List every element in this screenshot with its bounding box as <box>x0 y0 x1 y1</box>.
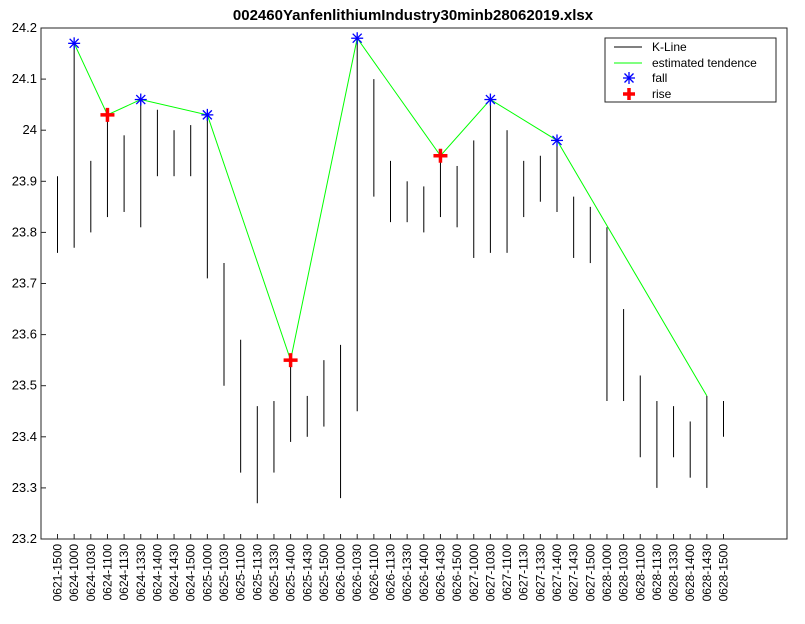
fall-marker <box>201 108 214 121</box>
x-tick-label: 0624-1000 <box>67 544 81 602</box>
x-tick-label: 0625-1400 <box>284 544 298 602</box>
x-tick-label: 0627-1430 <box>567 544 581 602</box>
y-tick-label: 23.2 <box>12 531 37 546</box>
x-tick-label: 0626-1030 <box>350 544 364 602</box>
y-tick-label: 23.5 <box>12 378 37 393</box>
x-tick-label: 0627-1030 <box>483 544 497 602</box>
x-tick-label: 0627-1130 <box>517 544 531 601</box>
x-tick-label: 0628-1430 <box>700 544 714 602</box>
x-tick-label: 0624-1430 <box>167 544 181 602</box>
x-tick-label: 0624-1030 <box>84 544 98 602</box>
x-tick-label: 0625-1330 <box>267 544 281 602</box>
x-tick-label: 0626-1000 <box>334 544 348 602</box>
legend-fall-label: fall <box>652 71 667 85</box>
legend-box <box>604 37 777 103</box>
y-tick-label: 23.4 <box>12 429 37 444</box>
x-tick-label: 0626-1400 <box>417 544 431 602</box>
trend-line <box>73 36 708 397</box>
y-tick-label: 23.3 <box>12 480 37 495</box>
legend-rise-marker <box>623 88 635 100</box>
x-tick-label: 0628-1130 <box>650 544 664 601</box>
x-tick-label: 0628-1000 <box>600 544 614 602</box>
y-tick-label: 23.6 <box>12 327 37 342</box>
y-tick-label: 23.7 <box>12 276 37 291</box>
x-tick-label: 0626-1330 <box>400 544 414 602</box>
x-tick-label: 0628-1400 <box>683 544 697 602</box>
x-tick-label: 0625-1100 <box>234 544 248 601</box>
y-tick-label: 24.1 <box>12 71 37 86</box>
x-tick-label: 0627-1000 <box>467 544 481 602</box>
rise-series <box>100 107 448 368</box>
y-tick-label: 24.2 <box>12 20 37 35</box>
x-tick-label: 0628-1330 <box>667 544 681 602</box>
x-tick-label: 0627-1330 <box>533 544 547 602</box>
x-tick-label: 0624-1500 <box>184 544 198 602</box>
fall-series <box>68 32 563 147</box>
y-tick-label: 24 <box>23 122 37 137</box>
x-tick-label: 0624-1100 <box>100 544 114 601</box>
legend-kline-label: K-Line <box>652 40 687 54</box>
x-tick-label: 0626-1130 <box>384 544 398 601</box>
fall-marker <box>68 37 81 50</box>
x-tick-label: 0625-1030 <box>217 544 231 602</box>
rise-marker <box>433 148 448 163</box>
kline-series <box>57 38 724 504</box>
legend-rise-label: rise <box>652 87 672 101</box>
fall-marker <box>484 93 497 106</box>
x-axis: 0621-1500 0624-1000 0624-1030 0624-1100 0624… <box>51 534 731 601</box>
rise-marker <box>283 353 298 368</box>
x-tick-label: 0625-1500 <box>317 544 331 602</box>
x-tick-label: 0627-1500 <box>583 544 597 602</box>
y-tick-label: 23.8 <box>12 224 37 239</box>
x-tick-label: 0624-1330 <box>134 544 148 602</box>
fall-marker <box>551 134 563 147</box>
x-tick-label: 0625-1130 <box>250 544 264 601</box>
x-tick-label: 0627-1100 <box>500 544 514 601</box>
legend: K-Line estimated tendence fall rise <box>604 37 777 103</box>
plot-area <box>40 27 788 540</box>
x-tick-label: 0624-1130 <box>117 544 131 601</box>
y-tick-label: 23.9 <box>12 173 37 188</box>
chart-title: 002460YanfenlithiumIndustry30minb2806201… <box>233 7 594 24</box>
fall-marker <box>351 32 364 45</box>
fall-marker <box>134 93 147 106</box>
rise-marker <box>100 107 115 122</box>
x-tick-label: 0625-1430 <box>300 544 314 602</box>
x-tick-label: 0628-1500 <box>717 544 731 602</box>
legend-trend-label: estimated tendence <box>652 56 757 70</box>
x-tick-label: 0626-1100 <box>367 544 381 601</box>
x-tick-label: 0626-1500 <box>450 544 464 602</box>
x-tick-label: 0621-1500 <box>51 544 65 602</box>
y-axis: 23.2 23.3 23.4 23.5 23.6 23.7 23.8 23.9 24 24.1 24… <box>12 20 46 546</box>
x-tick-label: 0624-1400 <box>150 544 164 602</box>
x-tick-label: 0628-1100 <box>633 544 647 601</box>
legend-fall-marker <box>623 72 635 84</box>
x-tick-label: 0625-1000 <box>200 544 214 602</box>
x-tick-label: 0627-1400 <box>550 544 564 602</box>
x-tick-label: 0628-1030 <box>617 544 631 602</box>
trend-series <box>73 36 708 397</box>
x-tick-label: 0626-1430 <box>433 544 447 602</box>
